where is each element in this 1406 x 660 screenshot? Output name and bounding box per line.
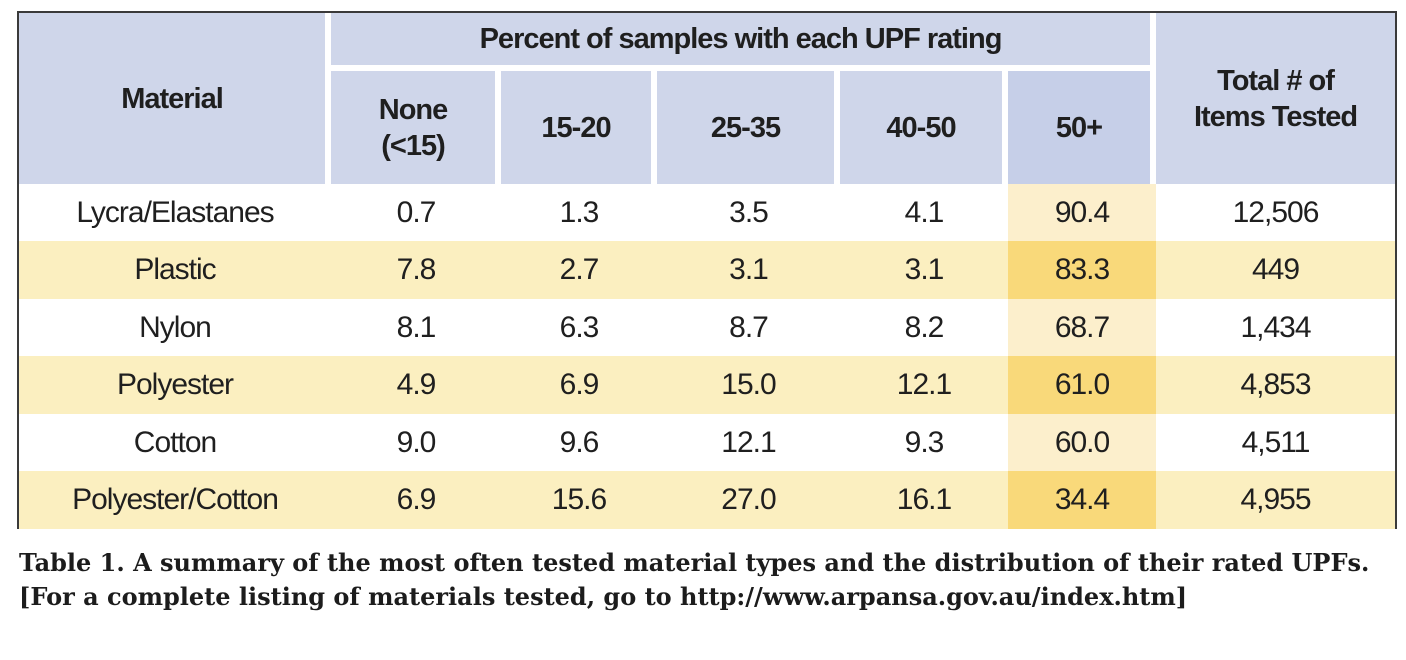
cell-material: Plastic [19,241,331,299]
cell-value: 8.1 [331,299,501,356]
cell-value: 3.1 [657,241,840,299]
cell-total: 1,434 [1156,299,1396,356]
header-col-50plus: 50+ [1008,71,1157,184]
upf-table: Material Percent of samples with each UP… [19,13,1396,529]
table-row: Polyester/Cotton 6.9 15.6 27.0 16.1 34.4… [19,471,1396,529]
upf-table-frame: Material Percent of samples with each UP… [17,11,1397,529]
header-upf-group: Percent of samples with each UPF rating [331,13,1157,71]
cell-value: 7.8 [331,241,501,299]
cell-value: 15.6 [501,471,657,529]
cell-total: 4,511 [1156,414,1396,471]
header-col-25-35: 25-35 [657,71,840,184]
cell-value: 4.1 [840,184,1008,241]
table-row: Cotton 9.0 9.6 12.1 9.3 60.0 4,511 [19,414,1396,471]
cell-value: 6.3 [501,299,657,356]
table-caption: Table 1. A summary of the most often tes… [19,546,1389,614]
table-row: Polyester 4.9 6.9 15.0 12.1 61.0 4,853 [19,356,1396,414]
cell-value: 2.7 [501,241,657,299]
table-row: Nylon 8.1 6.3 8.7 8.2 68.7 1,434 [19,299,1396,356]
cell-total: 4,853 [1156,356,1396,414]
cell-value: 16.1 [840,471,1008,529]
caption-text: A summary of the most often tested mater… [19,548,1370,611]
cell-value: 4.9 [331,356,501,414]
header-total-label: Total # of Items Tested [1193,64,1358,133]
cell-value: 15.0 [657,356,840,414]
cell-value: 12.1 [840,356,1008,414]
cell-total: 12,506 [1156,184,1396,241]
header-col-15-20: 15-20 [501,71,657,184]
cell-value: 27.0 [657,471,840,529]
header-col-none: None (<15) [331,71,501,184]
cell-value: 8.7 [657,299,840,356]
cell-material: Cotton [19,414,331,471]
cell-value: 9.6 [501,414,657,471]
caption-label: Table 1. [19,548,125,577]
cell-material: Nylon [19,299,331,356]
cell-material: Lycra/Elastanes [19,184,331,241]
header-material: Material [19,13,331,184]
cell-value-50plus: 60.0 [1008,414,1157,471]
cell-value: 8.2 [840,299,1008,356]
cell-total: 449 [1156,241,1396,299]
cell-value: 6.9 [331,471,501,529]
cell-value-50plus: 83.3 [1008,241,1157,299]
cell-material: Polyester [19,356,331,414]
table-row: Lycra/Elastanes 0.7 1.3 3.5 4.1 90.4 12,… [19,184,1396,241]
header-col-40-50: 40-50 [840,71,1008,184]
header-col-none-label: None (<15) [378,93,449,162]
cell-value: 12.1 [657,414,840,471]
cell-value: 9.0 [331,414,501,471]
cell-value: 3.5 [657,184,840,241]
cell-value: 1.3 [501,184,657,241]
cell-value: 0.7 [331,184,501,241]
cell-value-50plus: 34.4 [1008,471,1157,529]
header-total: Total # of Items Tested [1156,13,1396,184]
cell-value-50plus: 90.4 [1008,184,1157,241]
cell-value: 3.1 [840,241,1008,299]
cell-value: 6.9 [501,356,657,414]
table-row: Plastic 7.8 2.7 3.1 3.1 83.3 449 [19,241,1396,299]
cell-value-50plus: 68.7 [1008,299,1157,356]
cell-value: 9.3 [840,414,1008,471]
cell-material: Polyester/Cotton [19,471,331,529]
cell-value-50plus: 61.0 [1008,356,1157,414]
cell-total: 4,955 [1156,471,1396,529]
